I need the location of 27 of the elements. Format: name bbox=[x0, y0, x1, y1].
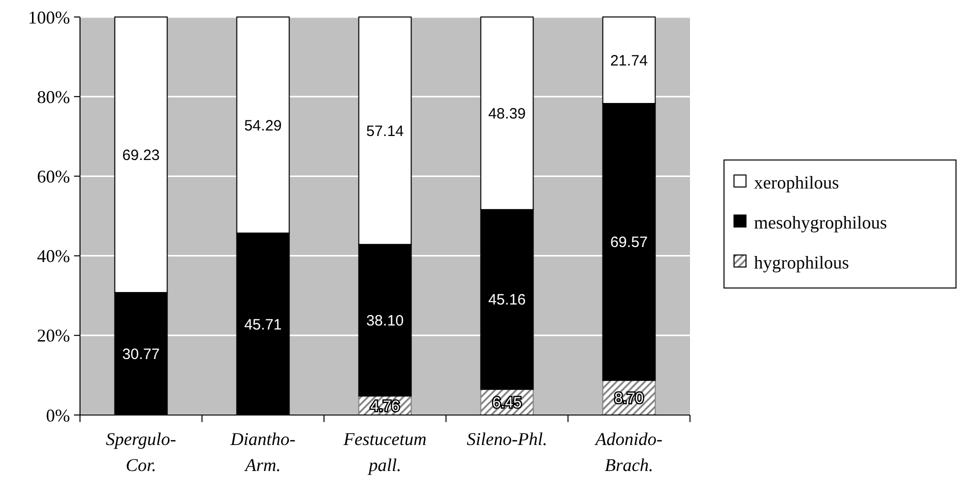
x-tick-label: Adonido- Brach. bbox=[594, 429, 662, 475]
y-tick-label: 0% bbox=[46, 405, 70, 426]
y-tick-label: 80% bbox=[37, 86, 70, 107]
data-label: 21.74 bbox=[610, 52, 648, 70]
data-label: 8.70 bbox=[614, 390, 644, 407]
data-label: 69.23 bbox=[122, 147, 160, 164]
data-label: 6.45 bbox=[492, 394, 522, 412]
x-tick-label: Diantho- Arm. bbox=[230, 429, 296, 475]
x-tick-label: Festucetum pall. bbox=[342, 429, 426, 475]
data-label: 69.57 bbox=[610, 234, 648, 252]
legend-label: hygrophilous bbox=[754, 252, 850, 272]
data-label: 54.29 bbox=[244, 117, 282, 134]
x-tick-label: Spergulo- Cor. bbox=[106, 429, 176, 475]
data-label: 45.16 bbox=[488, 292, 526, 309]
data-label: 30.77 bbox=[122, 346, 160, 364]
y-tick-label: 60% bbox=[37, 166, 70, 186]
data-label: 48.39 bbox=[488, 106, 526, 123]
y-tick-label: 40% bbox=[37, 246, 70, 266]
data-label: 45.71 bbox=[244, 316, 282, 334]
y-tick-label: 100% bbox=[28, 7, 70, 28]
data-label: 57.14 bbox=[366, 122, 404, 140]
y-tick-label: 20% bbox=[37, 326, 70, 346]
legend-label: mesohygrophilous bbox=[754, 212, 887, 232]
x-tick-label: Sileno-Phl. bbox=[466, 429, 548, 449]
legend-label: xerophilous bbox=[754, 172, 839, 192]
data-label: 38.10 bbox=[366, 312, 404, 330]
data-label: 4.76 bbox=[370, 398, 400, 415]
